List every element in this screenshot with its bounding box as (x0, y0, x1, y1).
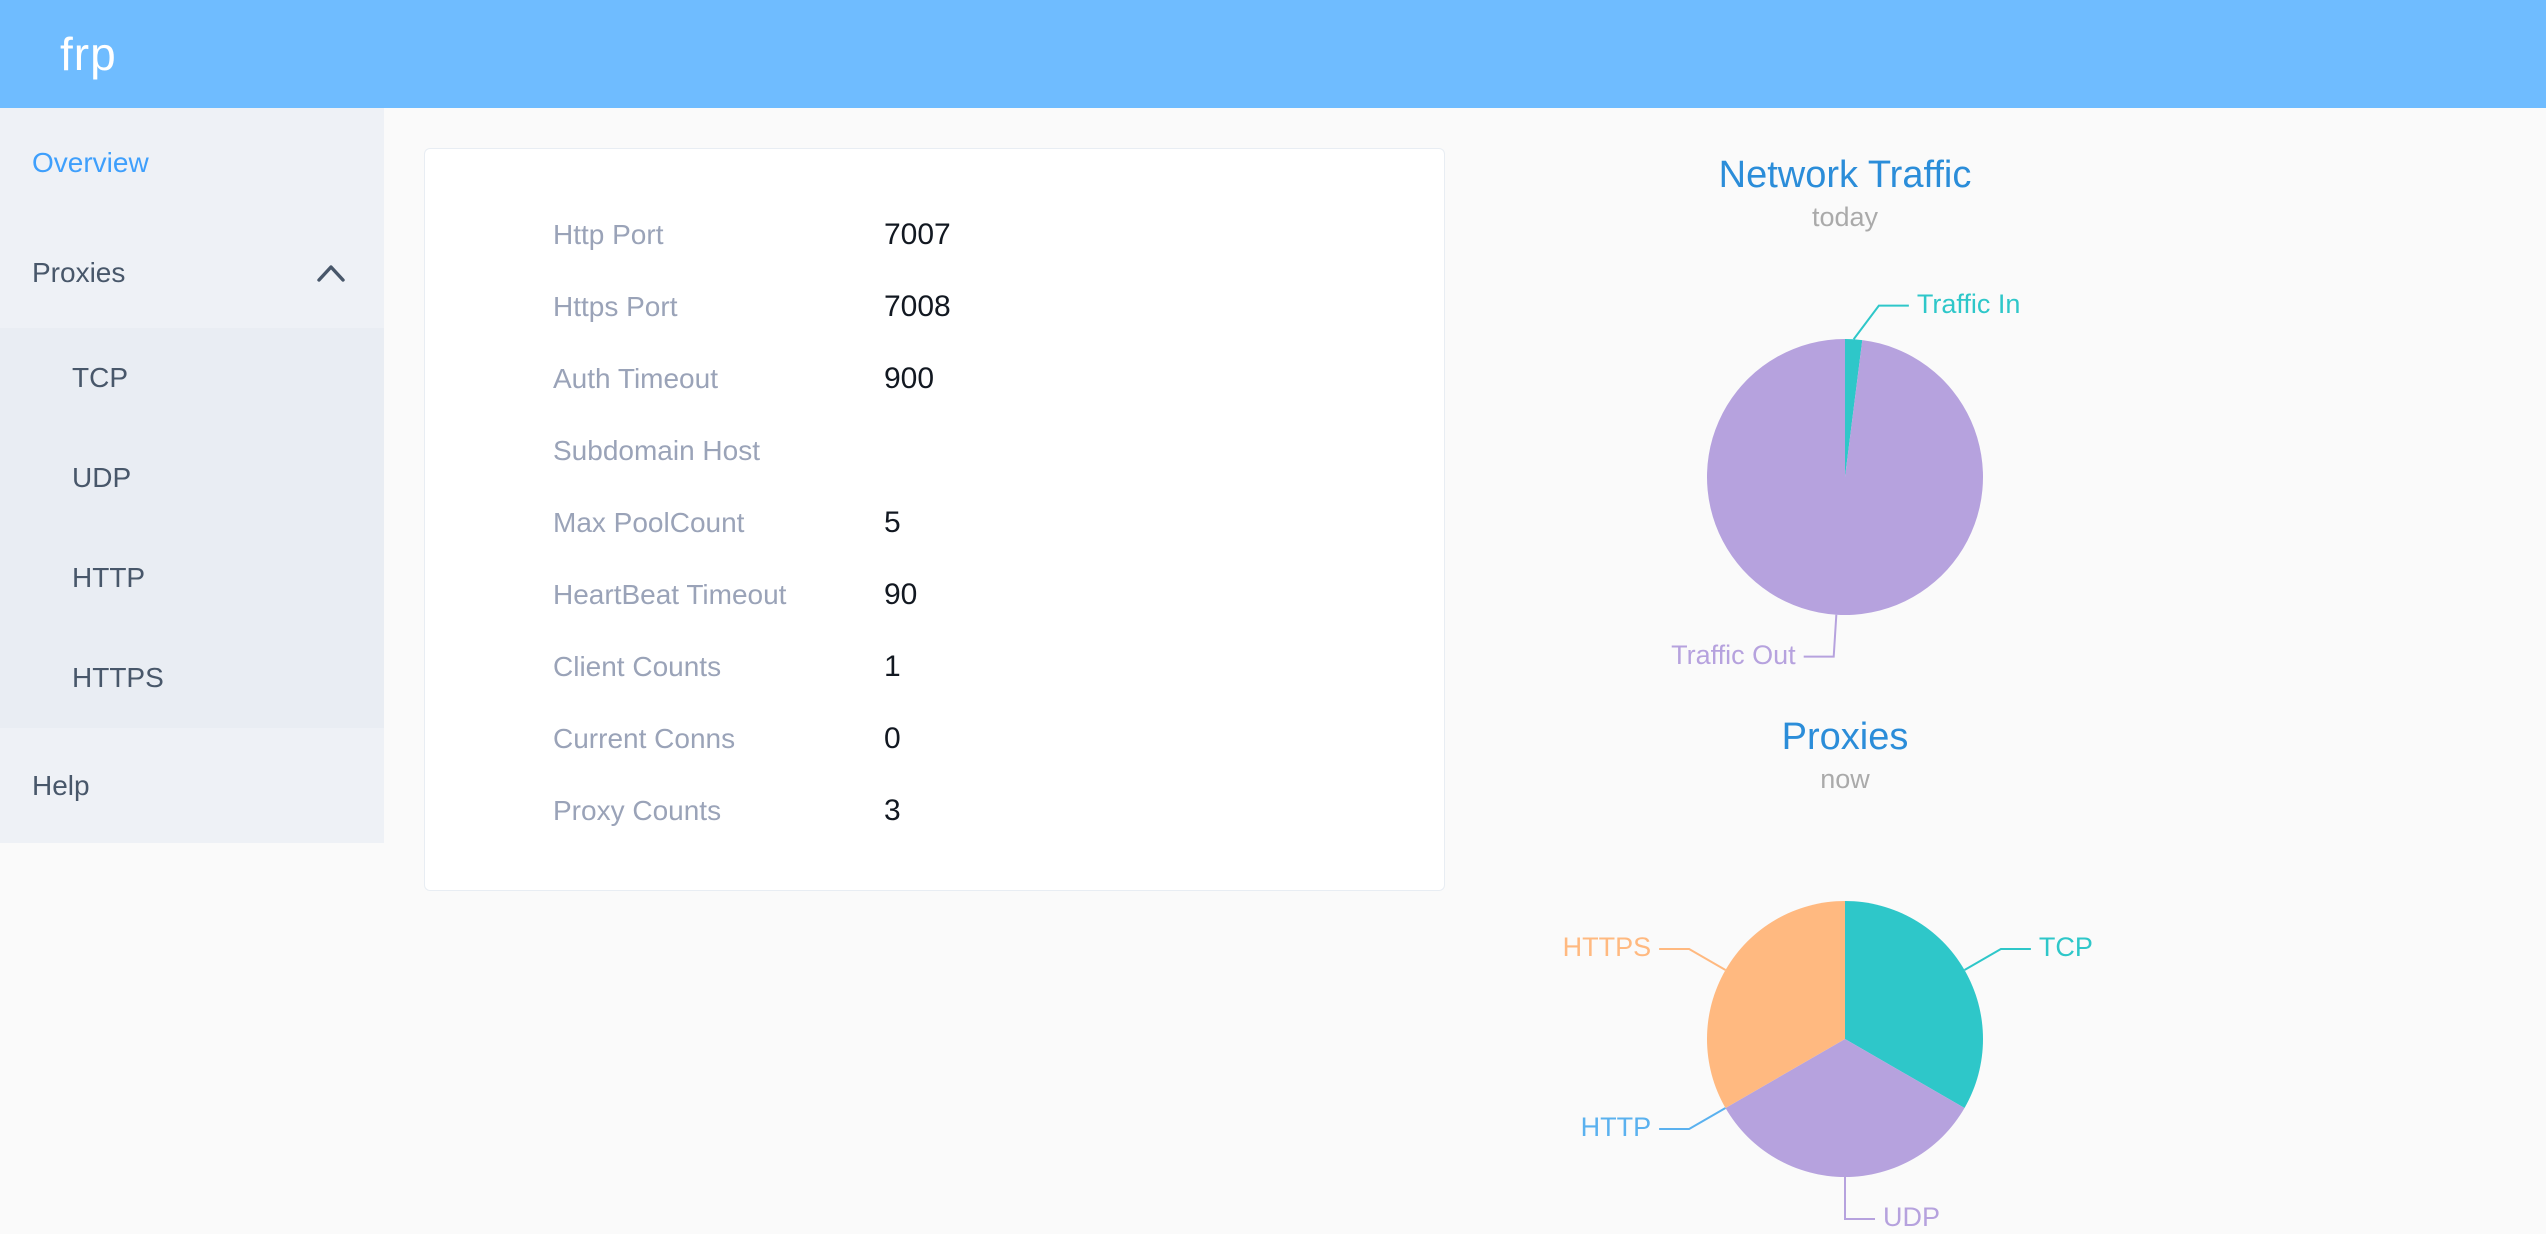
sidebar-nav: Overview Proxies TCP UDP HTTP HTTPS Help (0, 108, 384, 843)
slice-label-traffic-in: Traffic In (1917, 289, 2021, 319)
proxies-pie: TCP UDP HTTP HTTPS (1563, 901, 2093, 1232)
label-line-udp (1844, 1177, 1875, 1220)
sidebar-item-overview[interactable]: Overview (0, 108, 384, 218)
sidebar-item-proxies[interactable]: Proxies (0, 218, 384, 328)
slice-label-traffic-out: Traffic Out (1671, 640, 1796, 670)
slice-label-udp: UDP (1883, 1202, 1940, 1232)
chevron-up-icon (317, 265, 345, 282)
pie-slice-udp (1725, 1039, 1965, 1177)
network-traffic-pie: Traffic In Traffic Out (1671, 289, 2021, 670)
label-line-traffic-out (1803, 614, 1838, 658)
config-row: HeartBeat Timeout 90 (553, 559, 1444, 631)
config-value: 0 (884, 722, 901, 755)
pie-slice-tcp (1845, 901, 1983, 1108)
config-value: 7007 (884, 218, 951, 251)
config-row: Proxy Counts 3 (553, 775, 1444, 847)
proxies-submenu: TCP UDP HTTP HTTPS (0, 328, 384, 728)
app-logo: frp (60, 28, 117, 80)
slice-label-http: HTTP (1581, 1112, 1652, 1142)
label-line-traffic-in (1852, 304, 1909, 340)
config-label: HeartBeat Timeout (553, 579, 787, 610)
server-config-panel: Http Port 7007 Https Port 7008 Auth Timeou… (424, 148, 1445, 891)
pie-slice-https (1707, 901, 1845, 1108)
config-value: 90 (884, 578, 918, 611)
label-line-tcp (1964, 948, 2031, 971)
sidebar-item-label: Proxies (32, 257, 126, 288)
label-line-http (1659, 1107, 1726, 1130)
label-line-https (1659, 948, 1726, 971)
config-row: Client Counts 1 (553, 631, 1444, 703)
charts-column: Network Traffic today Traffic In Traffic … (1512, 0, 2178, 1234)
sidebar-item-https[interactable]: HTTPS (0, 628, 384, 728)
config-label: Client Counts (553, 651, 722, 682)
sidebar-item-label: HTTP (72, 562, 146, 593)
config-value: 3 (884, 794, 901, 827)
config-row: Https Port 7008 (553, 271, 1444, 343)
config-row: Max PoolCount 5 (553, 487, 1444, 559)
config-label: Auth Timeout (553, 363, 718, 394)
sidebar-item-label: Help (32, 769, 90, 801)
sidebar-item-help[interactable]: Help (0, 728, 384, 843)
chart-title: Proxies (1781, 716, 1909, 758)
sidebar-item-label: UDP (72, 462, 132, 493)
sidebar-item-label: TCP (72, 362, 128, 393)
config-value: 900 (884, 362, 935, 395)
sidebar-item-http[interactable]: HTTP (0, 528, 384, 628)
config-label: Max PoolCount (553, 507, 745, 538)
network-traffic-chart: Network Traffic today Traffic In Traffic … (1512, 140, 2178, 676)
sidebar-item-label: HTTPS (72, 662, 164, 693)
config-label: Current Conns (553, 723, 736, 754)
proxies-chart: Proxies now TCP UDP HTTP HTTPS (1512, 702, 2178, 1234)
config-label: Proxy Counts (553, 795, 722, 826)
config-label: Subdomain Host (553, 435, 761, 466)
pie-slice-traffic-in (1845, 339, 1863, 477)
chart-subtitle: now (1820, 764, 1870, 794)
config-row: Subdomain Host (553, 415, 1444, 487)
config-label: Http Port (553, 219, 664, 250)
config-label: Https Port (553, 291, 678, 322)
slice-label-tcp: TCP (2039, 932, 2093, 962)
sidebar-item-udp[interactable]: UDP (0, 428, 384, 528)
config-row: Auth Timeout 900 (553, 343, 1444, 415)
chart-title: Network Traffic (1718, 154, 1972, 196)
slice-label-https: HTTPS (1563, 932, 1652, 962)
config-value: 5 (884, 506, 901, 539)
pie-slice-traffic-out (1707, 339, 1983, 615)
sidebar-item-label: Overview (32, 147, 149, 178)
app-header: frp (0, 0, 2546, 108)
config-value: 7008 (884, 290, 951, 323)
sidebar-item-tcp[interactable]: TCP (0, 328, 384, 428)
config-value: 1 (884, 650, 901, 683)
config-row: Http Port 7007 (553, 199, 1444, 271)
config-row: Current Conns 0 (553, 703, 1444, 775)
chart-subtitle: today (1811, 202, 1879, 232)
